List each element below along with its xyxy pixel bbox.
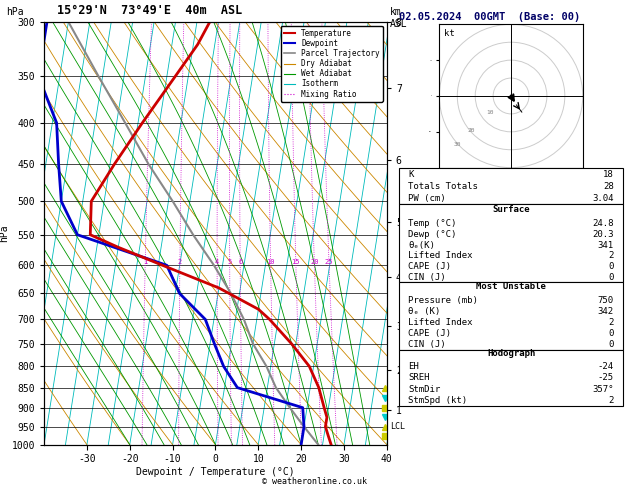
Text: ASL: ASL [390,19,408,29]
Text: 0: 0 [608,262,614,271]
Text: θₑ(K): θₑ(K) [408,241,435,250]
Text: 3.04: 3.04 [593,194,614,203]
Text: EH: EH [408,362,419,371]
Text: 10: 10 [266,260,275,265]
Text: 0: 0 [608,340,614,349]
Text: 2: 2 [178,260,182,265]
Text: CIN (J): CIN (J) [408,273,446,281]
Text: Lifted Index: Lifted Index [408,318,473,327]
Text: -25: -25 [598,373,614,382]
Text: 750: 750 [598,296,614,305]
Legend: Temperature, Dewpoint, Parcel Trajectory, Dry Adiabat, Wet Adiabat, Isotherm, Mi: Temperature, Dewpoint, Parcel Trajectory… [281,26,383,102]
Text: 15: 15 [292,260,300,265]
Text: 6: 6 [238,260,242,265]
Text: 28: 28 [603,182,614,191]
Text: 2: 2 [608,396,614,405]
Text: StmDir: StmDir [408,385,440,394]
Text: Temp (°C): Temp (°C) [408,220,457,228]
Text: km: km [390,7,402,17]
Text: 30: 30 [454,142,461,147]
Text: 4: 4 [215,260,220,265]
Text: LCL: LCL [390,422,405,431]
Text: StmSpd (kt): StmSpd (kt) [408,396,467,405]
Y-axis label: Mixing Ratio (g/kg): Mixing Ratio (g/kg) [404,182,413,284]
Y-axis label: hPa: hPa [0,225,9,242]
Text: Most Unstable: Most Unstable [476,282,546,291]
Text: 357°: 357° [593,385,614,394]
Text: SREH: SREH [408,373,430,382]
Text: 24.8: 24.8 [593,220,614,228]
Text: -24: -24 [598,362,614,371]
Text: 20: 20 [310,260,319,265]
Text: CAPE (J): CAPE (J) [408,329,452,338]
Text: 25: 25 [325,260,333,265]
Text: 342: 342 [598,307,614,316]
Text: Totals Totals: Totals Totals [408,182,478,191]
Text: 2: 2 [608,251,614,260]
Text: 20: 20 [468,128,476,133]
Text: Pressure (mb): Pressure (mb) [408,296,478,305]
Text: 02.05.2024  00GMT  (Base: 00): 02.05.2024 00GMT (Base: 00) [399,12,581,22]
Text: CAPE (J): CAPE (J) [408,262,452,271]
Text: hPa: hPa [6,7,24,17]
Text: θₑ (K): θₑ (K) [408,307,440,316]
Text: PW (cm): PW (cm) [408,194,446,203]
X-axis label: Dewpoint / Temperature (°C): Dewpoint / Temperature (°C) [136,467,295,477]
Text: 10: 10 [486,110,493,115]
Text: 0: 0 [608,329,614,338]
Text: 20.3: 20.3 [593,230,614,239]
Text: 15°29'N  73°49'E  40m  ASL: 15°29'N 73°49'E 40m ASL [57,4,242,17]
Text: Lifted Index: Lifted Index [408,251,473,260]
Text: 2: 2 [608,318,614,327]
Text: Hodograph: Hodograph [487,349,535,359]
Text: 5: 5 [228,260,232,265]
Text: K: K [408,170,414,179]
Text: Dewp (°C): Dewp (°C) [408,230,457,239]
Text: 18: 18 [603,170,614,179]
Text: 1: 1 [143,260,147,265]
Text: Surface: Surface [493,205,530,214]
Text: kt: kt [443,29,454,37]
Text: © weatheronline.co.uk: © weatheronline.co.uk [262,477,367,486]
Text: CIN (J): CIN (J) [408,340,446,349]
Text: 341: 341 [598,241,614,250]
Text: 0: 0 [608,273,614,281]
